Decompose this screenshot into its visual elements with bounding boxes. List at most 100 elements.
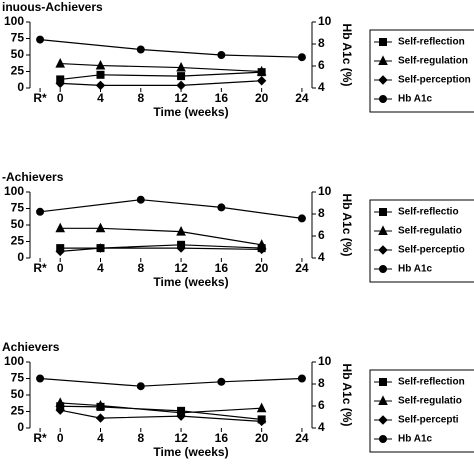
- marker: [256, 402, 267, 413]
- marker: [176, 61, 186, 72]
- marker: [379, 95, 387, 103]
- marker: [378, 245, 388, 255]
- series-line: [60, 402, 262, 414]
- legend-label: Self-regulatio: [398, 226, 462, 237]
- y-tick-label: 0: [17, 420, 24, 434]
- y2-axis-title: Hb A1c (%): [340, 24, 354, 87]
- x-tick-label: 4: [97, 91, 104, 105]
- marker: [95, 413, 106, 423]
- marker: [378, 75, 388, 85]
- x-tick-label: 20: [255, 431, 269, 445]
- x-tick-label: 4: [97, 431, 104, 445]
- x-tick-label: 0: [57, 261, 64, 275]
- marker: [95, 222, 106, 233]
- marker: [297, 53, 306, 62]
- marker: [55, 57, 66, 68]
- y2-tick-label: 8: [318, 36, 325, 50]
- legend-box: [369, 369, 474, 453]
- marker: [378, 225, 388, 235]
- marker: [176, 225, 186, 236]
- y-tick-label: 25: [11, 64, 25, 78]
- marker: [95, 80, 106, 91]
- legend-label: Self-percepti: [398, 415, 459, 426]
- marker: [379, 378, 387, 386]
- legend-label: Self-regulation: [398, 56, 468, 67]
- marker: [176, 243, 186, 253]
- legend-label: Self-reflectio: [398, 207, 459, 218]
- x-tick-label: 24: [295, 431, 309, 445]
- y2-tick-label: 4: [318, 420, 325, 434]
- x-tick-label: R*: [33, 431, 47, 445]
- marker: [96, 70, 105, 79]
- y-tick-label: 0: [17, 80, 24, 94]
- marker: [256, 76, 267, 86]
- legend-box: [369, 29, 474, 113]
- x-tick-label: 12: [174, 431, 188, 445]
- y-tick-label: 50: [11, 217, 25, 231]
- x-tick-label: 16: [215, 261, 229, 275]
- series-line: [60, 62, 262, 73]
- marker: [378, 395, 388, 405]
- y2-tick-label: 4: [318, 80, 325, 94]
- marker: [256, 416, 267, 427]
- marker: [136, 45, 145, 54]
- marker: [378, 415, 388, 425]
- series-line: [39, 199, 303, 219]
- y2-tick-label: 4: [318, 250, 325, 264]
- y-tick-label: 100: [4, 184, 24, 198]
- legend-label: Self-perceptio: [398, 245, 465, 256]
- marker: [379, 208, 387, 216]
- series-line: [60, 227, 262, 246]
- y-tick-label: 50: [11, 387, 25, 401]
- y2-tick-label: 10: [318, 354, 332, 368]
- marker: [256, 65, 267, 76]
- x-tick-label: 24: [295, 91, 309, 105]
- y2-tick-label: 6: [318, 228, 325, 242]
- marker: [217, 377, 226, 386]
- series-line: [60, 71, 262, 81]
- marker: [217, 51, 226, 59]
- x-tick-label: 20: [255, 261, 269, 275]
- x-axis-title: Time (weeks): [153, 275, 228, 289]
- chart-title: Achievers: [2, 340, 60, 354]
- marker: [297, 374, 306, 383]
- x-axis-title: Time (weeks): [153, 105, 228, 119]
- legend-label: Self-regulatio: [398, 396, 462, 407]
- y-tick-label: 75: [11, 371, 25, 385]
- marker: [297, 214, 306, 223]
- legend-label: Self-perception: [398, 75, 471, 86]
- x-tick-label: 16: [215, 431, 229, 445]
- y2-tick-label: 6: [318, 398, 325, 412]
- x-tick-label: R*: [33, 91, 47, 105]
- x-tick-label: 24: [295, 261, 309, 275]
- y-tick-label: 50: [11, 47, 25, 61]
- x-tick-label: 8: [137, 431, 144, 445]
- legend-label: Hb A1c: [398, 434, 433, 445]
- legend-label: Self-reflection: [398, 377, 465, 388]
- series-line: [60, 247, 262, 252]
- marker: [176, 80, 186, 91]
- marker: [378, 55, 388, 65]
- series-line: [60, 244, 262, 249]
- x-tick-label: 20: [255, 91, 269, 105]
- series-line: [60, 405, 262, 421]
- marker: [36, 374, 45, 383]
- chart-title: -Achievers: [2, 170, 64, 184]
- y2-tick-label: 8: [318, 376, 325, 390]
- marker: [55, 78, 65, 89]
- x-tick-label: R*: [33, 261, 47, 275]
- series-line: [40, 39, 302, 58]
- y2-tick-label: 6: [318, 58, 325, 72]
- marker: [36, 207, 45, 216]
- series-line: [40, 377, 302, 387]
- marker: [217, 203, 226, 212]
- marker: [36, 35, 45, 44]
- y2-tick-label: 10: [318, 184, 332, 198]
- legend-label: Self-reflection: [398, 37, 465, 48]
- marker: [95, 399, 106, 410]
- marker: [95, 59, 106, 70]
- x-axis-title: Time (weeks): [153, 445, 228, 459]
- y2-tick-label: 8: [318, 206, 325, 220]
- marker: [379, 265, 387, 273]
